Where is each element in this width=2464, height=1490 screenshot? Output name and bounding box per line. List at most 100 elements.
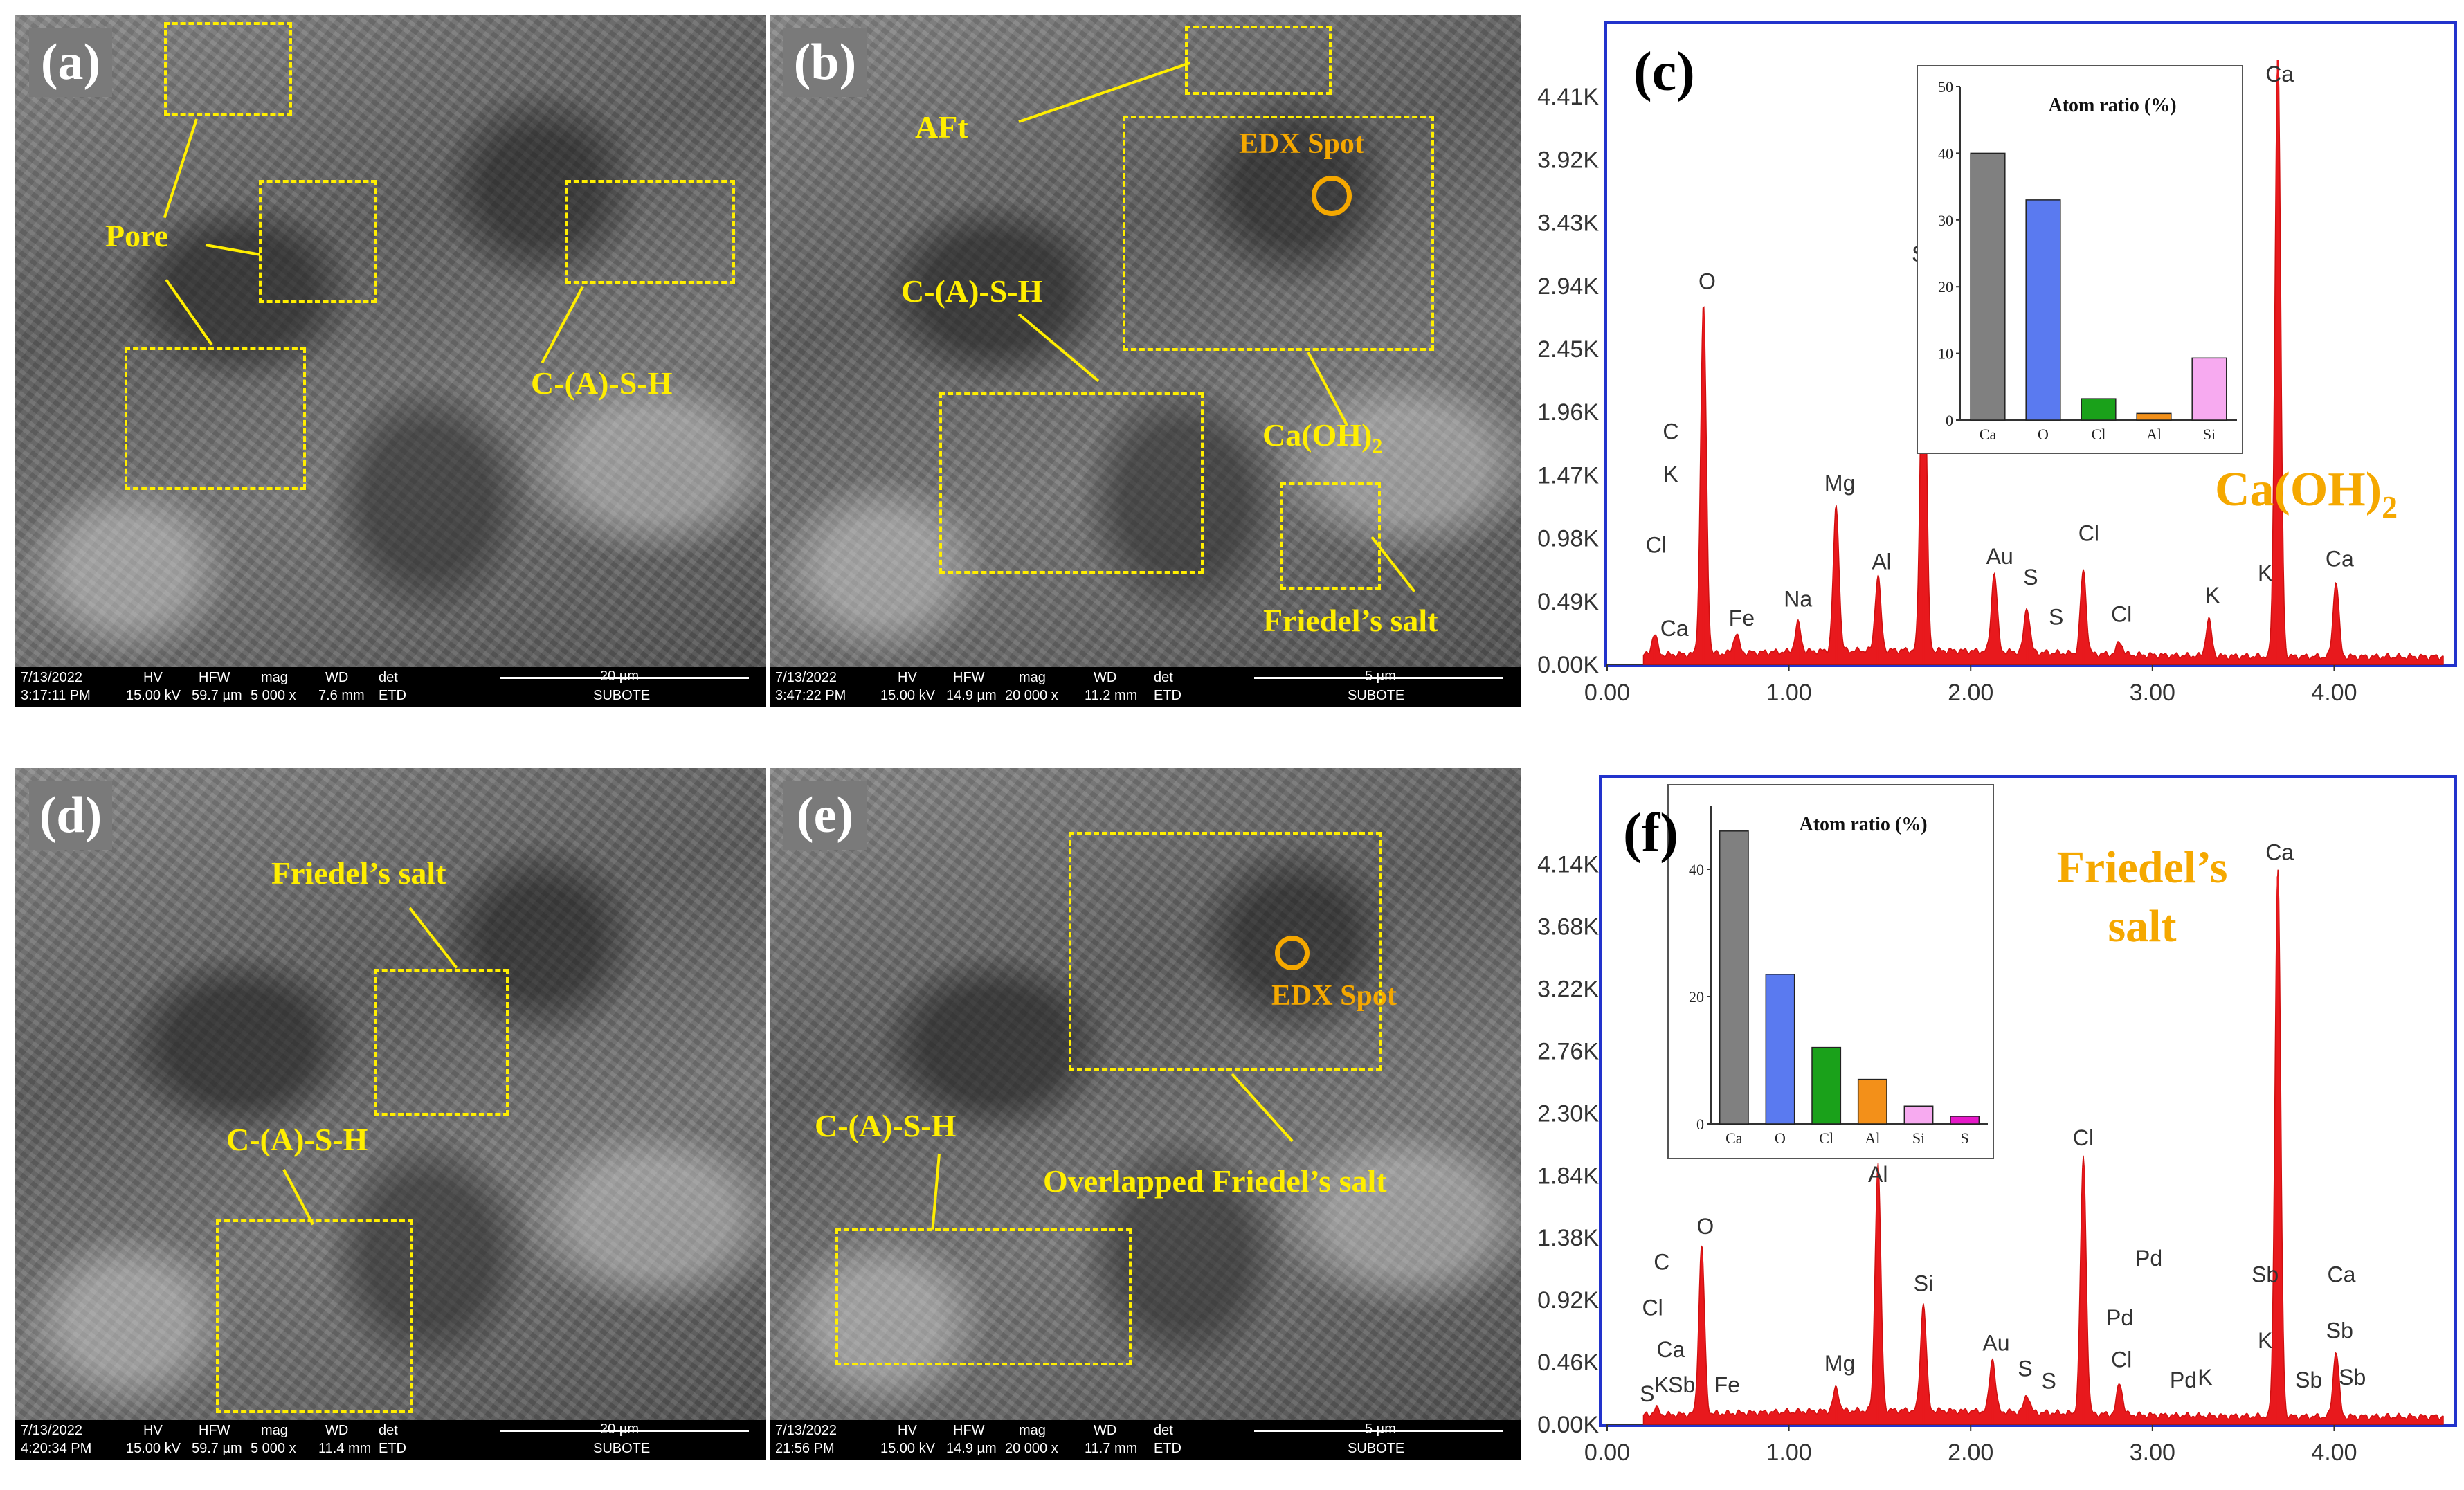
spectrum-area xyxy=(1642,60,2444,665)
peak-label: Cl xyxy=(2111,1347,2132,1372)
peak-label: Cl xyxy=(2111,602,2132,627)
y-tick-label: 0.00K xyxy=(1537,1412,1599,1438)
annotation-friedel-d: Friedel’s salt xyxy=(271,855,446,891)
overlapped-friedel-leader xyxy=(1231,1073,1294,1142)
annotation-aft: AFt xyxy=(915,109,968,145)
peak-label: Fe xyxy=(1714,1372,1740,1397)
info-hfw-label: HFW xyxy=(953,1423,985,1438)
y-tick-label: 3.22K xyxy=(1537,976,1599,1003)
y-tick-label: 0.49K xyxy=(1537,589,1599,615)
peak-label: S xyxy=(1640,1381,1654,1406)
peak-label: Cl xyxy=(1646,532,1667,557)
sem-image-e: (e) EDX Spot C-(A)-S-H Overlapped Friede… xyxy=(770,768,1521,1460)
sem-info-bar-b: 7/13/2022 3:47:22 PM HV 15.00 kV HFW 14.… xyxy=(770,667,1521,707)
info-wd: 11.4 mm xyxy=(318,1441,372,1456)
y-tick-label: 2.45K xyxy=(1537,336,1599,363)
info-date: 7/13/2022 xyxy=(775,1423,837,1438)
peak-label: Ca xyxy=(2265,62,2294,87)
info-wd-label: WD xyxy=(325,670,349,685)
info-hv: 15.00 kV xyxy=(880,1441,935,1456)
annotation-caoh2: Ca(OH)2 xyxy=(1262,417,1382,458)
peak-label: K xyxy=(2258,561,2272,585)
peak-label: S xyxy=(2018,1356,2032,1381)
info-mag-label: mag xyxy=(261,670,288,685)
info-time: 3:47:22 PM xyxy=(775,688,846,703)
inset-category-label: Ca xyxy=(1725,1129,1743,1147)
phase-label-c-subscript: 2 xyxy=(2382,489,2398,525)
y-tick-label: 0.00K xyxy=(1537,652,1599,678)
info-hv: 15.00 kV xyxy=(126,1441,181,1456)
peak-label: Au xyxy=(1986,544,2013,569)
friedel-box-d xyxy=(374,969,509,1116)
info-time: 4:20:34 PM xyxy=(21,1441,92,1456)
phase-label-f-line1: Friedel’s xyxy=(2057,842,2228,893)
peak-label: Mg xyxy=(1824,1351,1855,1376)
peak-label: S xyxy=(2049,604,2063,629)
peak-label: Pd xyxy=(2170,1368,2197,1392)
peak-label: Ca xyxy=(2327,1262,2355,1287)
inset-category-label: Al xyxy=(2146,426,2162,443)
x-tick-label: 3.00 xyxy=(2130,680,2175,706)
caoh2-leader xyxy=(1307,352,1349,426)
inset-bar xyxy=(1811,1046,1842,1125)
spectrum-area xyxy=(1642,869,2444,1425)
inset-y-tick-label: 50 xyxy=(1938,78,1953,96)
csh-box-b xyxy=(939,392,1204,574)
y-tick-label: 0.46K xyxy=(1537,1350,1599,1376)
info-brand: SUBOTE xyxy=(593,688,651,703)
caoh2-subscript: 2 xyxy=(1372,435,1383,458)
inset-category-label: Ca xyxy=(1980,426,1997,443)
overlapped-friedel-box xyxy=(1069,832,1382,1071)
y-tick-label: 1.84K xyxy=(1537,1163,1599,1189)
sem-image-b: (b) AFt EDX Spot C-(A)-S-H Ca(OH)2 Fried… xyxy=(770,15,1521,707)
info-mag-label: mag xyxy=(261,1423,288,1438)
aft-box xyxy=(1185,26,1332,95)
peak-label: Sb xyxy=(2339,1365,2366,1390)
info-wd: 11.7 mm xyxy=(1085,1441,1138,1456)
y-tick-label: 4.41K xyxy=(1537,84,1599,110)
scale-bar xyxy=(500,1430,749,1432)
inset-category-label: O xyxy=(1775,1129,1786,1147)
info-det-label: det xyxy=(1154,1423,1173,1438)
atom-ratio-inset: 0 10 20 30 40 50 Ca O Cl Al Si Atom ratio (%) xyxy=(1917,65,2243,454)
info-time: 3:17:11 PM xyxy=(21,688,91,703)
info-mag: 5 000 x xyxy=(251,688,296,703)
info-date: 7/13/2022 xyxy=(21,670,82,685)
inset-y-tick-label: 20 xyxy=(1689,988,1704,1006)
info-scale: 20 µm xyxy=(600,1421,639,1437)
inset-category-label: O xyxy=(2038,426,2049,443)
inset-category-label: Si xyxy=(2203,426,2216,443)
info-date: 7/13/2022 xyxy=(775,670,837,685)
inset-y-tick-label: 10 xyxy=(1938,345,1953,363)
inset-y-tick-label: 0 xyxy=(1946,412,1953,429)
pore-box-1 xyxy=(164,22,292,116)
x-tick-label: 0.00 xyxy=(1584,1439,1630,1466)
inset-bar xyxy=(2191,357,2227,421)
info-mag-label: mag xyxy=(1019,670,1046,685)
friedel-leader-d xyxy=(408,907,458,969)
inset-y-tick-label: 40 xyxy=(1689,861,1704,878)
info-wd: 11.2 mm xyxy=(1085,688,1138,703)
y-tick-label: 3.68K xyxy=(1537,914,1599,941)
inset-title: Atom ratio (%) xyxy=(2048,95,2176,116)
inset-bar xyxy=(1719,830,1749,1125)
annotation-csh-d: C-(A)-S-H xyxy=(226,1122,368,1157)
peak-label: Cl xyxy=(1642,1295,1663,1320)
panel-label-a: (a) xyxy=(29,28,112,97)
sem-image-a: (a) Pore C-(A)-S-H 7/13/2022 3:17:11 PM … xyxy=(15,15,766,707)
aft-leader xyxy=(1018,61,1191,123)
info-brand: SUBOTE xyxy=(593,1441,651,1456)
info-hv-label: HV xyxy=(143,670,163,685)
inset-bar xyxy=(1903,1105,1934,1125)
csh-leader-a xyxy=(541,286,584,364)
info-hv-label: HV xyxy=(143,1423,163,1438)
inset-category-label: Al xyxy=(1865,1129,1880,1147)
info-brand: SUBOTE xyxy=(1348,688,1405,703)
annotation-csh-b: C-(A)-S-H xyxy=(901,273,1043,309)
sem-info-bar-a: 7/13/2022 3:17:11 PM HV 15.00 kV HFW 59.… xyxy=(15,667,766,707)
y-tick-label: 0.98K xyxy=(1537,526,1599,552)
inset-category-label: S xyxy=(1961,1129,1969,1147)
inset-category-label: Cl xyxy=(2092,426,2106,443)
y-tick-label: 0.92K xyxy=(1537,1287,1599,1314)
inset-y-tick-label: 40 xyxy=(1938,145,1953,162)
